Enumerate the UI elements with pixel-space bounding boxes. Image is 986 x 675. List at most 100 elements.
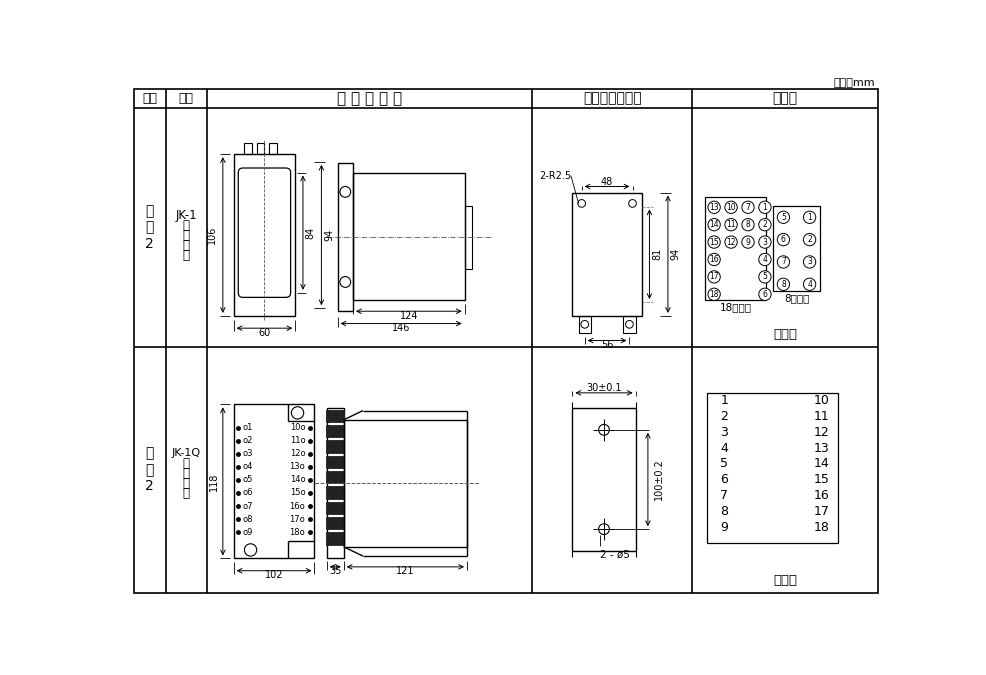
Text: o2: o2 [243,436,253,445]
Circle shape [707,253,720,266]
Text: 2-R2.5: 2-R2.5 [538,171,570,181]
Text: 146: 146 [391,323,410,333]
Circle shape [803,211,815,223]
Text: 121: 121 [395,566,414,576]
Text: 前: 前 [182,467,189,480]
Bar [622,316,635,333]
Bar [353,173,464,300]
Text: 14o: 14o [289,475,305,485]
Circle shape [724,236,737,248]
Circle shape [777,234,789,246]
Text: 11: 11 [726,220,736,230]
Text: 8: 8 [780,279,785,289]
Text: 18点端子: 18点端子 [719,302,751,313]
Bar [325,487,343,499]
Text: 线: 线 [182,249,189,263]
Bar [772,206,819,291]
Text: 8: 8 [720,505,728,518]
Text: 10: 10 [726,202,736,212]
Bar [269,143,276,154]
Bar [234,154,295,316]
Bar [578,316,591,333]
Text: 3: 3 [762,238,766,246]
Circle shape [707,219,720,231]
Text: 1: 1 [762,202,766,212]
Text: 94: 94 [669,248,680,261]
Text: 6: 6 [720,473,728,486]
Text: 18o: 18o [289,528,305,537]
Text: 15: 15 [709,238,718,246]
Text: 84: 84 [306,227,316,239]
Text: 10: 10 [812,394,828,407]
Text: o9: o9 [243,528,253,537]
Text: o1: o1 [243,423,253,432]
Bar [707,393,837,543]
Circle shape [707,271,720,283]
Text: 14: 14 [709,220,718,230]
Circle shape [724,219,737,231]
Circle shape [777,211,789,223]
Circle shape [803,256,815,268]
Text: 17o: 17o [289,514,305,524]
Text: 2: 2 [807,235,811,244]
Text: 后: 后 [182,230,189,242]
Text: 接: 接 [182,239,189,252]
Circle shape [758,219,770,231]
Circle shape [758,236,770,248]
Text: 35: 35 [328,566,341,576]
Text: 附
图
2: 附 图 2 [145,204,154,250]
Text: JK-1Q: JK-1Q [172,448,200,458]
Text: 图号: 图号 [142,92,157,105]
Text: o8: o8 [243,514,253,524]
Text: 6: 6 [762,290,766,299]
Bar [234,404,315,558]
Text: 5: 5 [720,458,728,470]
Bar [325,425,343,437]
Text: 9: 9 [744,238,749,246]
Bar [343,420,466,547]
Text: 5: 5 [762,273,766,281]
Text: 7: 7 [744,202,749,212]
Text: 7: 7 [780,257,785,267]
Bar [337,163,353,311]
Circle shape [741,201,753,213]
Bar [325,471,343,483]
Text: JK-1: JK-1 [176,209,197,222]
Circle shape [707,201,720,213]
Text: 12o: 12o [289,449,305,458]
Text: 12: 12 [726,238,736,246]
Bar [325,502,343,514]
Text: o7: o7 [243,502,253,510]
Text: 48: 48 [600,177,612,187]
Text: o6: o6 [243,489,253,497]
Text: 3: 3 [720,426,728,439]
Text: 板: 板 [182,457,189,470]
Text: 结构: 结构 [178,92,193,105]
Text: 背　视: 背 视 [772,328,796,341]
Circle shape [803,278,815,290]
Bar [325,456,343,468]
Text: 8点端子: 8点端子 [783,293,809,303]
Circle shape [741,219,753,231]
Text: 13: 13 [709,202,718,212]
Text: 15: 15 [812,473,828,486]
Text: 106: 106 [207,226,217,244]
Text: 12: 12 [812,426,828,439]
Circle shape [758,201,770,213]
Text: 3: 3 [807,257,811,267]
Text: 16: 16 [709,255,718,264]
Text: 18: 18 [709,290,718,299]
Text: 102: 102 [264,570,283,580]
Text: 4: 4 [807,279,811,289]
Text: 16o: 16o [289,502,305,510]
Text: 1: 1 [807,213,811,222]
Text: 4: 4 [720,441,728,454]
Text: 2: 2 [720,410,728,423]
Text: 60: 60 [258,328,270,338]
Text: 安装开孔尺寸图: 安装开孔尺寸图 [582,91,641,105]
Text: 16: 16 [812,489,828,502]
Text: 5: 5 [780,213,785,222]
Text: 18: 18 [812,520,828,534]
Text: 正　视: 正 视 [772,574,796,587]
Text: 11o: 11o [289,436,305,445]
